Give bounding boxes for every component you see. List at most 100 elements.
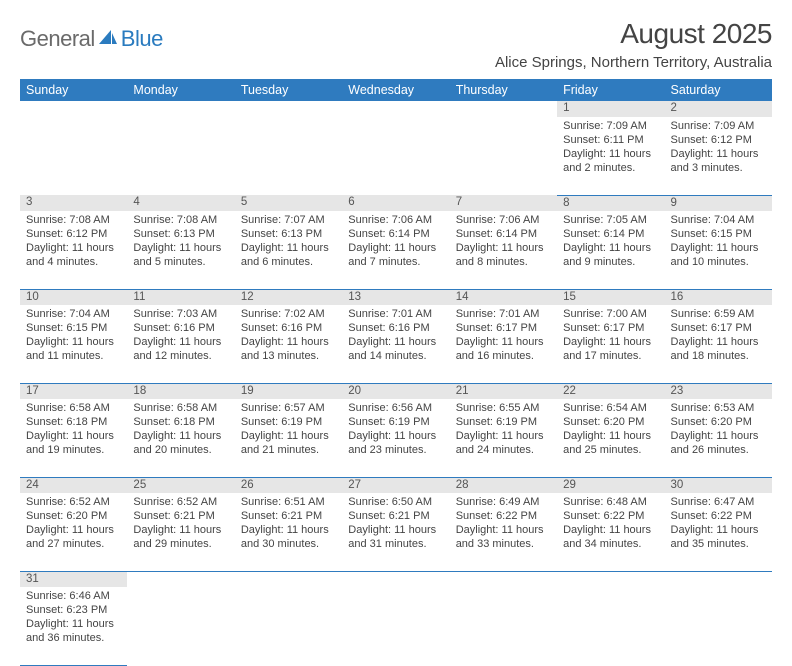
- daylight-label: Daylight:: [671, 430, 714, 442]
- sunrise-label: Sunrise:: [456, 214, 496, 226]
- sunrise-label: Sunrise:: [26, 308, 66, 320]
- day-cell: Sunrise: 6:52 AMSunset: 6:21 PMDaylight:…: [127, 493, 234, 571]
- sunset-value: 6:15 PM: [66, 322, 107, 334]
- daylight-label: Daylight:: [241, 524, 284, 536]
- sunrise-label: Sunrise:: [348, 308, 388, 320]
- sunrise-label: Sunrise:: [241, 402, 281, 414]
- sunrise-value: 6:49 AM: [499, 496, 539, 508]
- sunset-label: Sunset:: [348, 416, 385, 428]
- day-details: Sunrise: 7:04 AMSunset: 6:15 PMDaylight:…: [665, 211, 772, 273]
- sunset-label: Sunset:: [26, 322, 63, 334]
- day-number: 12: [235, 289, 342, 305]
- title-block: August 2025 Alice Springs, Northern Terr…: [495, 18, 772, 71]
- day-details: Sunrise: 7:08 AMSunset: 6:12 PMDaylight:…: [20, 211, 127, 273]
- daylight-label: Daylight:: [671, 524, 714, 536]
- daylight-label: Daylight:: [241, 336, 284, 348]
- sunrise-value: 6:51 AM: [284, 496, 324, 508]
- sunset-label: Sunset:: [26, 510, 63, 522]
- sunrise-label: Sunrise:: [671, 496, 711, 508]
- day-number-row: 3456789: [20, 195, 772, 211]
- daylight-label: Daylight:: [26, 336, 69, 348]
- daylight-label: Daylight:: [563, 524, 606, 536]
- day-cell: [127, 587, 234, 665]
- day-cell: [235, 587, 342, 665]
- sunset-label: Sunset:: [671, 510, 708, 522]
- daylight-label: Daylight:: [241, 430, 284, 442]
- sunset-value: 6:17 PM: [496, 322, 537, 334]
- daylight-label: Daylight:: [348, 524, 391, 536]
- sunrise-value: 6:52 AM: [177, 496, 217, 508]
- sunrise-label: Sunrise:: [671, 308, 711, 320]
- sunrise-label: Sunrise:: [348, 402, 388, 414]
- sunset-label: Sunset:: [133, 416, 170, 428]
- sunset-label: Sunset:: [456, 416, 493, 428]
- sunrise-value: 6:48 AM: [607, 496, 647, 508]
- sunset-label: Sunset:: [26, 228, 63, 240]
- sunset-value: 6:22 PM: [603, 510, 644, 522]
- sunset-value: 6:12 PM: [66, 228, 107, 240]
- day-details: Sunrise: 6:53 AMSunset: 6:20 PMDaylight:…: [665, 399, 772, 461]
- weekday-header: Sunday: [20, 79, 127, 101]
- day-cell: Sunrise: 7:06 AMSunset: 6:14 PMDaylight:…: [450, 211, 557, 289]
- daylight-label: Daylight:: [671, 242, 714, 254]
- day-cell: Sunrise: 6:46 AMSunset: 6:23 PMDaylight:…: [20, 587, 127, 665]
- sunrise-label: Sunrise:: [563, 214, 603, 226]
- day-number: [450, 571, 557, 587]
- daylight-label: Daylight:: [456, 430, 499, 442]
- day-number: 3: [20, 195, 127, 211]
- sunset-value: 6:14 PM: [389, 228, 430, 240]
- sunrise-label: Sunrise:: [456, 496, 496, 508]
- sunrise-label: Sunrise:: [348, 214, 388, 226]
- day-number: 5: [235, 195, 342, 211]
- sunrise-value: 7:05 AM: [607, 214, 647, 226]
- sunrise-label: Sunrise:: [26, 214, 66, 226]
- sunrise-value: 6:47 AM: [714, 496, 754, 508]
- day-number: 30: [665, 477, 772, 493]
- day-number-row: 10111213141516: [20, 289, 772, 305]
- day-details: Sunrise: 6:56 AMSunset: 6:19 PMDaylight:…: [342, 399, 449, 461]
- day-number: [342, 571, 449, 587]
- day-details: Sunrise: 7:01 AMSunset: 6:16 PMDaylight:…: [342, 305, 449, 367]
- day-number: [665, 571, 772, 587]
- day-cell: Sunrise: 7:03 AMSunset: 6:16 PMDaylight:…: [127, 305, 234, 383]
- day-number: 19: [235, 383, 342, 399]
- day-cell: Sunrise: 7:02 AMSunset: 6:16 PMDaylight:…: [235, 305, 342, 383]
- day-cell: Sunrise: 7:06 AMSunset: 6:14 PMDaylight:…: [342, 211, 449, 289]
- sunrise-label: Sunrise:: [26, 402, 66, 414]
- day-number: 16: [665, 289, 772, 305]
- day-content-row: Sunrise: 7:08 AMSunset: 6:12 PMDaylight:…: [20, 211, 772, 289]
- day-cell: Sunrise: 6:50 AMSunset: 6:21 PMDaylight:…: [342, 493, 449, 571]
- day-number: [557, 571, 664, 587]
- sunset-value: 6:23 PM: [66, 604, 107, 616]
- sunset-label: Sunset:: [241, 228, 278, 240]
- day-number: [450, 101, 557, 117]
- sunset-value: 6:16 PM: [389, 322, 430, 334]
- day-number: 28: [450, 477, 557, 493]
- day-details: Sunrise: 6:58 AMSunset: 6:18 PMDaylight:…: [127, 399, 234, 461]
- sunrise-label: Sunrise:: [133, 496, 173, 508]
- weekday-header-row: SundayMondayTuesdayWednesdayThursdayFrid…: [20, 79, 772, 101]
- sunset-value: 6:13 PM: [174, 228, 215, 240]
- sunrise-label: Sunrise:: [563, 120, 603, 132]
- sunset-label: Sunset:: [241, 416, 278, 428]
- sunrise-value: 6:52 AM: [69, 496, 109, 508]
- day-details: Sunrise: 6:48 AMSunset: 6:22 PMDaylight:…: [557, 493, 664, 555]
- day-details: Sunrise: 7:08 AMSunset: 6:13 PMDaylight:…: [127, 211, 234, 273]
- daylight-label: Daylight:: [133, 336, 176, 348]
- day-number: 31: [20, 571, 127, 587]
- day-cell: Sunrise: 6:57 AMSunset: 6:19 PMDaylight:…: [235, 399, 342, 477]
- day-number: [235, 101, 342, 117]
- sunrise-value: 7:06 AM: [499, 214, 539, 226]
- day-cell: Sunrise: 7:08 AMSunset: 6:13 PMDaylight:…: [127, 211, 234, 289]
- sunrise-value: 6:54 AM: [607, 402, 647, 414]
- day-details: Sunrise: 7:07 AMSunset: 6:13 PMDaylight:…: [235, 211, 342, 273]
- sunrise-value: 6:50 AM: [392, 496, 432, 508]
- page-title: August 2025: [495, 18, 772, 50]
- calendar-body: 12Sunrise: 7:09 AMSunset: 6:11 PMDayligh…: [20, 101, 772, 665]
- daylight-label: Daylight:: [563, 336, 606, 348]
- day-number: [20, 101, 127, 117]
- brand-logo: General Blue: [20, 18, 163, 52]
- day-cell: Sunrise: 6:48 AMSunset: 6:22 PMDaylight:…: [557, 493, 664, 571]
- day-number-row: 17181920212223: [20, 383, 772, 399]
- day-details: Sunrise: 6:52 AMSunset: 6:21 PMDaylight:…: [127, 493, 234, 555]
